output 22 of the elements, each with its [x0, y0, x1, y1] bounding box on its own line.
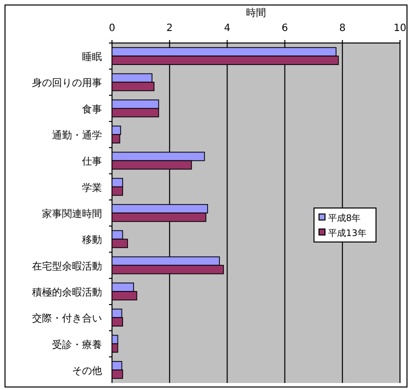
y-tick-label: 食事 — [82, 103, 102, 116]
x-tick-label: 10 — [394, 23, 406, 34]
y-tick-label: 家事関連時間 — [42, 208, 102, 220]
x-tick-label: 6 — [282, 23, 288, 34]
y-tick-label: 睡眠 — [82, 51, 102, 64]
legend-label: 平成13年 — [328, 228, 366, 239]
x-tick-label: 4 — [224, 23, 230, 34]
y-tick-label: 受診・療養 — [52, 338, 102, 351]
y-tick-label: 身の回りの用事 — [32, 77, 102, 90]
y-tick-label: 学業 — [82, 182, 102, 194]
y-tick-label: 積極的余暇活動 — [32, 286, 102, 298]
y-tick-label: 通勤・通学 — [52, 130, 102, 142]
legend-label: 平成8年 — [328, 213, 361, 224]
x-tick-label: 2 — [166, 23, 173, 34]
y-tick-label: その他 — [72, 364, 102, 377]
y-tick-label: 移動 — [82, 234, 102, 246]
y-tick-label: 仕事 — [82, 156, 102, 168]
y-tick-label: 在宅型余暇活動 — [32, 260, 102, 272]
x-tick-label: 0 — [108, 23, 116, 34]
x-axis-title: 時間 — [246, 7, 266, 19]
x-tick-label: 8 — [339, 23, 346, 34]
y-tick-label: 交際・付き合い — [32, 312, 102, 325]
